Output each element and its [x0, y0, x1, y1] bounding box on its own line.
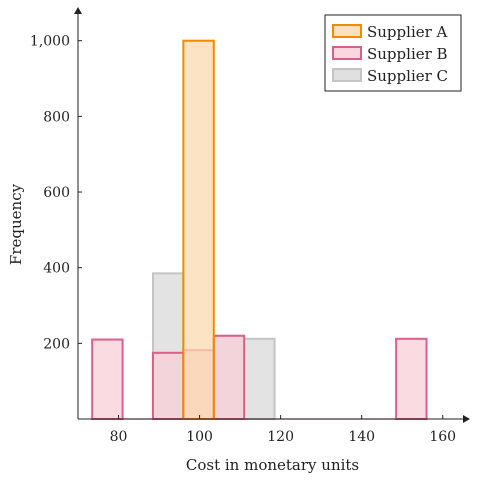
bar-supplier-a-0 [182, 39, 215, 420]
x-axis-title: Cost in monetary units [186, 456, 359, 474]
bar-supplier-c-3 [243, 337, 276, 420]
y-tick-label-200: 200 [43, 336, 70, 352]
legend-swatch-supplier-c [332, 68, 362, 82]
y-tick-label-600: 600 [43, 185, 70, 201]
legend-swatch-supplier-b [332, 46, 362, 60]
legend-label-supplier-c: Supplier C [367, 67, 448, 85]
legend-items: Supplier A Supplier B Supplier C [332, 23, 448, 85]
x-tick-label-100: 100 [186, 429, 213, 445]
x-tick-label-160: 160 [429, 429, 456, 445]
y-tick-label-400: 400 [43, 261, 70, 277]
bar-supplier-b-4 [395, 337, 428, 420]
bars-layer [91, 39, 428, 421]
y-tick-label-800: 800 [43, 109, 70, 125]
x-tick-label-120: 120 [267, 429, 294, 445]
y-axis-title: Frequency [7, 183, 25, 265]
ticks-layer: 80 100 120 140 160 200 400 600 800 1,000 [30, 34, 456, 445]
bar-supplier-b-3 [212, 334, 246, 421]
y-tick-label-1000: 1,000 [30, 34, 70, 50]
legend-label-supplier-a: Supplier A [367, 23, 448, 41]
bar-supplier-b-0 [91, 338, 124, 421]
legend: Supplier A Supplier B Supplier C [324, 14, 462, 92]
x-tick-label-140: 140 [348, 429, 375, 445]
legend-label-supplier-b: Supplier B [367, 45, 448, 63]
bar-supplier-b-1 [151, 351, 185, 421]
legend-swatch-supplier-a [332, 24, 362, 38]
axes-layer [74, 7, 470, 423]
x-tick-label-80: 80 [110, 429, 128, 445]
